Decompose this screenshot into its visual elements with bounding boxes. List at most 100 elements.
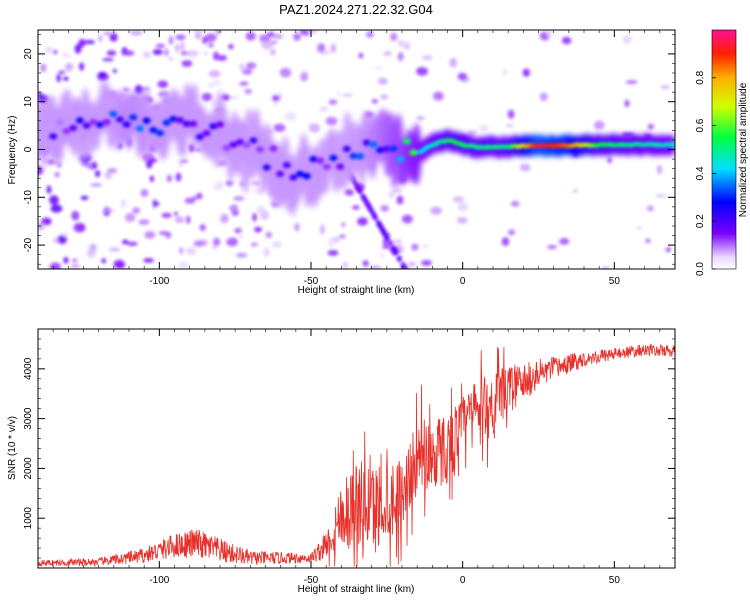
heatmap-noise-cell xyxy=(342,261,348,269)
heatmap-noise-cell xyxy=(122,87,130,92)
snr-frame xyxy=(37,328,676,569)
heatmap-noise-cell xyxy=(351,205,360,210)
heatmap-noise-cell xyxy=(250,242,258,247)
heatmap-noise-cell xyxy=(107,168,118,174)
heatmap-noise-cell xyxy=(38,222,44,231)
heatmap-noise-cell xyxy=(60,232,70,236)
heatmap-noise-cell xyxy=(122,239,129,245)
heatmap-noise-cell xyxy=(213,187,221,191)
heatmap-noise-cell xyxy=(143,51,151,59)
heatmap-noise-cell xyxy=(284,111,297,122)
snr-y-tick-label: 2000 xyxy=(23,457,34,480)
heatmap-noise-cell xyxy=(49,262,61,269)
heatmap-noise-cell xyxy=(645,238,651,243)
heatmap-y-tick-label: 20 xyxy=(23,48,34,60)
heatmap-noise-cell xyxy=(125,212,136,223)
heatmap-y-tick-label: -20 xyxy=(23,237,34,252)
heatmap-noise-cell xyxy=(338,235,346,239)
heatmap-noise-cell xyxy=(389,191,394,199)
heatmap-streak-cell xyxy=(381,229,387,236)
heatmap-noise-cell xyxy=(250,181,262,186)
snr-y-tick-label: 3000 xyxy=(23,407,34,430)
heatmap-noise-cell xyxy=(71,210,80,221)
heatmap-x-tick-label: 50 xyxy=(609,276,621,287)
heatmap-noise-cell xyxy=(80,195,89,201)
heatmap-noise-cell xyxy=(256,205,266,215)
heatmap-noise-cell xyxy=(108,247,121,252)
heatmap-noise-cell xyxy=(112,69,117,73)
heatmap-noise-cell xyxy=(546,30,553,38)
heatmap-noise-cell xyxy=(416,66,429,76)
heatmap-ridge-cell xyxy=(322,163,331,171)
snr-y-tick-label: 4000 xyxy=(23,357,34,380)
heatmap-noise-cell xyxy=(624,99,630,108)
heatmap-noise-cell xyxy=(120,198,126,208)
heatmap-noise-cell xyxy=(46,185,52,194)
heatmap-noise-cell xyxy=(237,234,244,239)
heatmap-noise-cell xyxy=(203,51,209,56)
heatmap-noise-cell xyxy=(252,212,257,222)
heatmap-ridge-cell xyxy=(55,119,64,126)
heatmap-noise-cell xyxy=(199,224,206,232)
heatmap-noise-cell xyxy=(261,39,274,50)
heatmap-noise-cell xyxy=(180,41,185,51)
heatmap-noise-cell xyxy=(239,63,245,71)
heatmap-ridge-cell xyxy=(356,153,365,160)
heatmap-ridge-cell xyxy=(309,155,318,163)
heatmap-ridge-cell xyxy=(115,116,124,123)
heatmap-noise-cell xyxy=(155,44,166,48)
heatmap-noise-cell xyxy=(210,98,217,107)
heatmap-noise-cell xyxy=(299,72,309,82)
heatmap-noise-cell xyxy=(45,46,53,54)
heatmap-noise-cell xyxy=(558,237,570,245)
heatmap-noise-cell xyxy=(366,31,374,38)
heatmap-ridge-cell xyxy=(402,138,411,145)
heatmap-noise-cell xyxy=(421,259,433,266)
heatmap-noise-cell xyxy=(193,240,204,247)
heatmap-noise-cell xyxy=(64,63,74,72)
heatmap-noise-cell xyxy=(212,80,222,85)
heatmap-noise-cell xyxy=(546,245,558,249)
heatmap-x-tick-label: -50 xyxy=(304,276,319,287)
snr-y-tick-label: 1000 xyxy=(23,507,34,530)
heatmap-ridge-cell xyxy=(202,129,211,137)
heatmap-noise-cell xyxy=(422,55,429,61)
heatmap-noise-cell xyxy=(397,52,404,62)
heatmap-noise-cell xyxy=(601,266,610,269)
heatmap-noise-cell xyxy=(220,213,229,224)
heatmap-ridge-cell xyxy=(149,126,158,134)
heatmap-y-tick-label: 0 xyxy=(23,146,34,152)
heatmap-noise-cell xyxy=(270,48,276,56)
heatmap-noise-cell xyxy=(391,188,403,193)
colorbar-tick-label: 0.0 xyxy=(695,262,706,276)
heatmap-ridge-cell xyxy=(142,117,151,124)
heatmap-noise-cell xyxy=(665,247,672,253)
heatmap-noise-cell xyxy=(308,123,321,133)
heatmap-noise-cell xyxy=(196,192,203,200)
heatmap-noise-cell xyxy=(235,252,248,258)
heatmap-noise-cell xyxy=(97,71,107,78)
heatmap-noise-cell xyxy=(342,93,353,97)
heatmap-noise-cell xyxy=(186,247,197,256)
heatmap-noise-cell xyxy=(173,211,179,217)
heatmap-noise-cell xyxy=(208,81,214,89)
heatmap-noise-cell xyxy=(539,92,548,102)
heatmap-noise-cell xyxy=(166,174,173,183)
heatmap-noise-cell xyxy=(175,34,186,41)
heatmap-ridge-cell xyxy=(396,155,405,163)
heatmap-ridge-cell xyxy=(195,133,204,141)
heatmap-noise-cell xyxy=(457,201,469,212)
heatmap-ridge-cell xyxy=(175,116,184,124)
heatmap-noise-cell xyxy=(242,68,253,75)
heatmap-noise-cell xyxy=(522,68,530,77)
heatmap-streak-cell xyxy=(377,222,383,229)
heatmap-noise-cell xyxy=(371,98,378,104)
heatmap-ridge-cell xyxy=(182,120,191,128)
snr-x-tick-label: 50 xyxy=(609,575,621,586)
heatmap-noise-cell xyxy=(390,32,398,42)
heatmap-x-tick-label: -100 xyxy=(149,276,169,287)
heatmap-noise-cell xyxy=(123,50,135,56)
heatmap-noise-cell xyxy=(138,219,150,225)
